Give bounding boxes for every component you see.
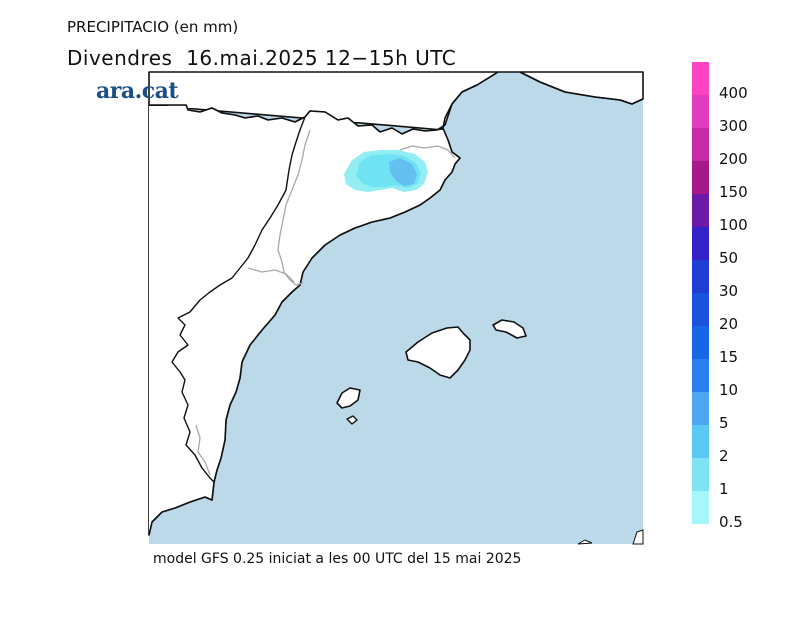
legend-swatch	[692, 425, 709, 458]
legend-swatch	[692, 359, 709, 392]
map-title: PRECIPITACIO (en mm)	[67, 18, 239, 36]
map-subtitle: Divendres 16.mai.2025 12−15h UTC	[67, 46, 457, 70]
legend-label: 200	[719, 150, 748, 168]
coastline-north-france	[442, 71, 499, 129]
legend-label: 150	[719, 183, 748, 201]
legend-swatch	[692, 227, 709, 260]
legend-label: 100	[719, 216, 748, 234]
precip-legend: 400 300 200 150 100 50 30 20 15 10 5 2 1 0.5	[692, 62, 792, 531]
legend-label: 50	[719, 249, 739, 267]
mallorca-island	[405, 326, 471, 379]
legend-label: 5	[719, 414, 729, 432]
legend-label: 0.5	[719, 513, 743, 531]
legend-swatch	[692, 194, 709, 227]
legend-swatch	[692, 491, 709, 524]
legend-label: 2	[719, 447, 729, 465]
legend-label: 15	[719, 348, 739, 366]
pyrenees-border	[185, 104, 438, 135]
legend-swatch	[692, 392, 709, 425]
legend-swatch	[692, 128, 709, 161]
legend-swatch	[692, 458, 709, 491]
menorca-island	[492, 319, 527, 339]
land-fill	[149, 106, 460, 535]
catalonia-border	[277, 129, 311, 286]
legend-label: 1	[719, 480, 729, 498]
legend-label: 10	[719, 381, 739, 399]
coastline-northeast	[519, 71, 644, 105]
model-info: model GFS 0.25 iniciat a les 00 UTC del …	[153, 551, 522, 567]
south-coast-speck-east	[632, 529, 644, 545]
precip-cell-heavy	[389, 158, 417, 186]
legend-swatch	[692, 260, 709, 293]
formentera-island	[346, 415, 358, 425]
legend-label: 30	[719, 282, 739, 300]
ara-cat-logo: ara.cat	[96, 78, 179, 104]
legend-swatch	[692, 95, 709, 128]
spain-border-west	[171, 116, 306, 483]
coastline-main	[148, 127, 461, 536]
legend-label: 400	[719, 84, 748, 102]
legend-label: 20	[719, 315, 739, 333]
legend-swatch	[692, 326, 709, 359]
valencia-border	[247, 267, 295, 283]
legend-swatch	[692, 161, 709, 194]
murcia-border	[195, 424, 211, 476]
ibiza-island	[336, 387, 361, 409]
legend-label: 300	[719, 117, 748, 135]
south-coast-speck	[577, 539, 593, 545]
legend-swatch	[692, 293, 709, 326]
andorra-border	[399, 145, 456, 159]
legend-swatch	[692, 62, 709, 95]
